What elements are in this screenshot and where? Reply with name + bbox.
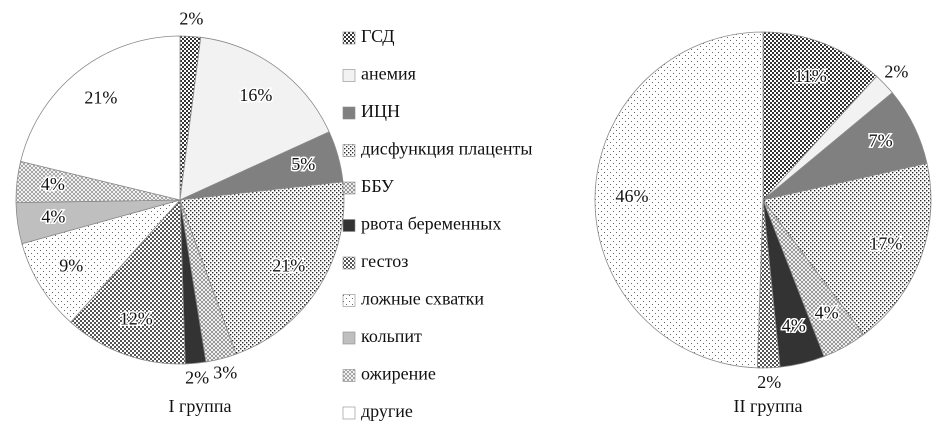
data-label: 5% (291, 154, 315, 174)
data-label: 9% (59, 256, 83, 276)
data-label: 2% (884, 61, 908, 81)
data-label: 4% (782, 316, 806, 336)
legend-swatch (342, 256, 356, 270)
pie-slice (20, 35, 181, 201)
legend-label: дисфункция плаценты (361, 139, 532, 159)
legend-swatch (342, 219, 356, 232)
legend-swatch (342, 369, 356, 382)
data-label: 4% (41, 206, 65, 226)
pie-slice (762, 31, 878, 202)
data-label: 21% (84, 88, 117, 108)
legend-swatch (342, 406, 356, 420)
legend-label: кольпит (361, 326, 422, 346)
legend-label: другие (361, 401, 413, 421)
pie-slice (594, 31, 764, 369)
pie-slice (21, 199, 182, 323)
legend-swatch (342, 106, 356, 120)
legend-label: гестоз (361, 251, 408, 271)
data-label: 2% (179, 8, 203, 28)
legend-swatch (342, 31, 356, 45)
pie-slice (762, 162, 932, 336)
data-label: 12% (120, 308, 153, 328)
pie-slice (70, 198, 186, 365)
legend-label: ГСД (361, 26, 395, 46)
legend-swatch (342, 294, 356, 307)
pie-title: II группа (734, 396, 803, 416)
data-label: 46% (615, 186, 648, 206)
legend-label: ИЦН (361, 101, 400, 121)
data-label: 2% (185, 367, 209, 387)
legend-label: ожирение (361, 364, 436, 384)
data-label: 17% (869, 234, 902, 254)
data-label: 3% (213, 362, 237, 382)
data-label: 11% (794, 66, 826, 86)
legend-swatch (342, 331, 356, 345)
data-label: 16% (239, 85, 272, 105)
legend-label: ББУ (361, 176, 394, 196)
data-label: 7% (869, 130, 893, 150)
data-label: 4% (815, 303, 839, 323)
legend-label: ложные схватки (361, 289, 484, 309)
pie-slice (179, 36, 330, 201)
legend-swatch (342, 144, 356, 157)
data-label: 21% (272, 256, 305, 276)
legend-swatch (342, 69, 356, 82)
legend-label: рвота беременных (361, 214, 501, 234)
data-label: 4% (41, 174, 65, 194)
pie-slice (179, 181, 345, 355)
legend-label: анемия (361, 64, 416, 84)
data-label: 2% (757, 372, 781, 392)
pie-title: I группа (169, 396, 232, 416)
legend-swatch (342, 181, 356, 195)
